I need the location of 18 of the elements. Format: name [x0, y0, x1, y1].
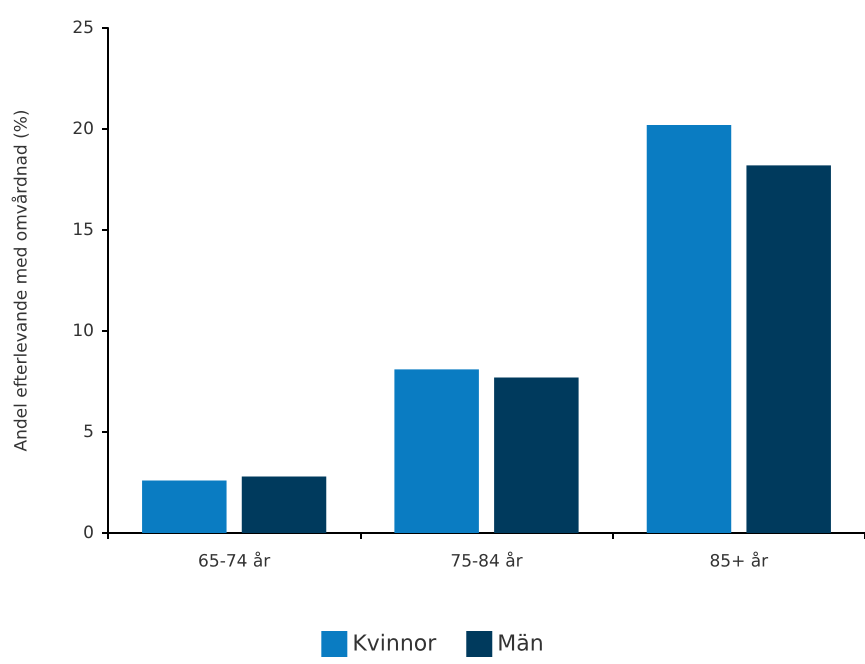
y-tick-label: 25: [72, 18, 94, 38]
bar: [494, 377, 579, 533]
bar: [746, 165, 831, 533]
bar: [242, 476, 326, 533]
bar: [394, 369, 479, 533]
y-tick-label: 15: [72, 220, 94, 240]
legend-label: Män: [497, 632, 544, 656]
y-tick-label: 5: [83, 422, 94, 442]
bar: [646, 124, 732, 533]
y-tick-label: 20: [72, 119, 94, 139]
y-tick-label: 0: [83, 523, 94, 543]
x-tick-label: 65-74 år: [198, 552, 270, 572]
y-axis-title: Andel efterlevande med omvårdnad (%): [12, 109, 32, 452]
legend-label: Kvinnor: [352, 632, 438, 656]
x-tick-label: 75-84 år: [450, 552, 523, 572]
bar: [142, 480, 227, 533]
x-tick-label: 85+ år: [709, 552, 768, 572]
y-tick-label: 10: [72, 321, 94, 341]
